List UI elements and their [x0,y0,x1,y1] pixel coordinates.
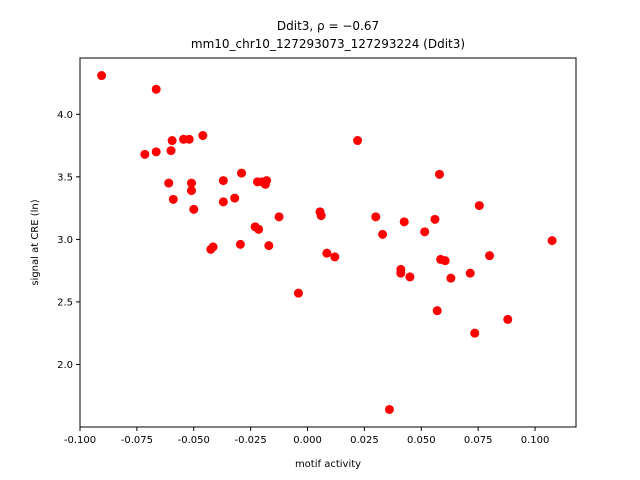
data-point [218,176,228,186]
data-point [167,136,177,146]
data-point [166,146,176,156]
data-point [330,252,340,262]
data-point [432,306,442,316]
x-tick-label: 0.075 [464,435,493,446]
chart-title-line1: Ddit3, ρ = −0.67 [277,19,379,33]
x-tick-label: -0.025 [235,435,267,446]
x-tick-label: -0.050 [178,435,210,446]
data-point [230,193,240,203]
data-point [547,236,557,246]
plot-frame [79,57,577,428]
x-tick-label: 0.025 [350,435,379,446]
data-point [254,224,264,234]
data-point [274,212,284,222]
y-tick-label: 3.5 [57,172,73,183]
data-points [97,71,557,414]
data-point [430,214,440,224]
x-tick-label: 0.100 [521,435,550,446]
data-point [198,131,208,141]
y-tick-label: 4.0 [57,110,73,121]
data-point [293,288,303,298]
data-point [485,251,495,261]
data-point [396,264,406,274]
data-point [503,314,513,324]
data-point [399,217,409,227]
data-point [189,204,199,214]
x-tick-label: -0.075 [121,435,153,446]
data-point [470,328,480,338]
data-point [186,178,196,188]
axis-ticks: -0.100 -0.075 -0.050 -0.025 0.000 0.025 0.050 0… [57,110,549,446]
data-point [235,239,245,249]
data-point [322,248,332,258]
data-point [405,272,415,282]
y-tick-label: 2.5 [57,297,73,308]
x-tick-label: 0.000 [293,435,322,446]
y-tick-label: 3.0 [57,235,73,246]
data-point [474,201,484,211]
data-point [168,194,178,204]
x-tick-label: 0.050 [407,435,436,446]
data-point [208,242,218,252]
data-point [378,229,388,239]
data-point [420,227,430,237]
data-point [371,212,381,222]
data-point [262,176,272,186]
data-point [434,169,444,179]
data-point [140,149,150,159]
data-point [264,241,274,251]
data-point [440,256,450,266]
data-point [184,134,194,144]
y-tick-label: 2.0 [57,360,73,371]
x-tick-label: -0.100 [64,435,96,446]
data-point [446,273,456,283]
data-point [353,136,363,146]
data-point [384,404,394,414]
y-axis-label: signal at CRE (ln) [30,199,41,285]
data-point [164,178,174,188]
chart-title-line2: mm10_chr10_127293073_127293224 (Ddit3) [191,37,465,51]
data-point [465,268,475,278]
data-point [151,84,161,94]
data-point [316,211,326,221]
x-axis-label: motif activity [295,459,361,470]
data-point [186,186,196,196]
data-point [151,147,161,157]
data-point [218,197,228,207]
data-point [237,168,247,178]
data-point [97,71,107,81]
